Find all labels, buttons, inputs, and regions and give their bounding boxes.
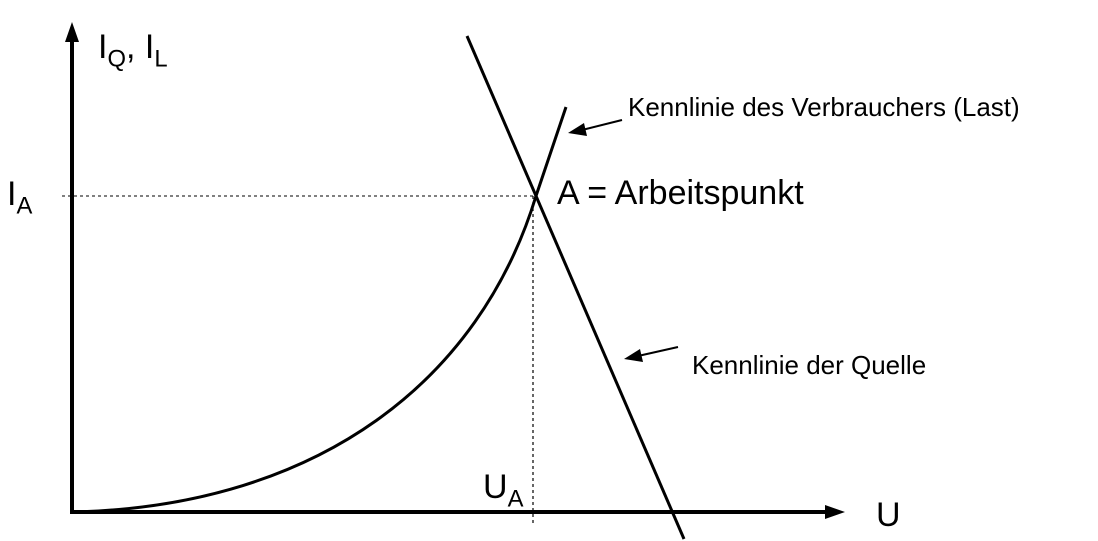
x-axis-arrowhead: [825, 505, 845, 519]
load-curve-label: Kennlinie des Verbrauchers (Last): [628, 92, 1020, 122]
y-axis-label-il-sub: L: [154, 45, 168, 73]
source-pointer-arrowhead: [624, 349, 643, 362]
source-characteristic-line: [465, 35, 686, 540]
load-characteristic-curve: [75, 106, 568, 514]
y-axis-label-separator: ,: [125, 28, 145, 66]
operating-point-label: A = Arbeitspunkt: [557, 174, 804, 212]
y-axis-arrowhead: [65, 22, 79, 42]
source-curve-label: Kennlinie der Quelle: [692, 350, 927, 380]
load-pointer-arrowhead: [568, 123, 587, 136]
y-axis-label: IQ, IL: [98, 28, 168, 71]
x-axis-label: U: [876, 496, 901, 534]
operating-voltage-sub: A: [507, 485, 524, 513]
source-pointer-arrow: [637, 346, 679, 357]
y-axis-label-iq-main: I: [98, 28, 108, 66]
operating-current-sub: A: [16, 192, 33, 220]
load-pointer-arrow: [581, 119, 623, 131]
operating-current-label: IA: [7, 175, 32, 218]
operating-current-main: I: [7, 175, 17, 213]
operating-voltage-label: UA: [483, 468, 523, 511]
y-axis-label-iq-sub: Q: [107, 45, 126, 73]
y-axis-label-il-main: I: [144, 28, 155, 66]
operating-voltage-main: U: [483, 468, 508, 506]
